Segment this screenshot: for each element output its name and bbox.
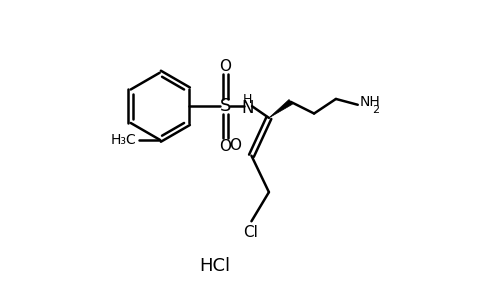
Text: O: O: [219, 59, 231, 74]
Text: O: O: [230, 138, 241, 153]
Text: H₃C: H₃C: [110, 133, 136, 147]
Text: 2: 2: [372, 105, 379, 115]
Text: N: N: [242, 99, 254, 117]
Text: NH: NH: [359, 96, 380, 109]
Polygon shape: [269, 99, 292, 118]
Text: O: O: [219, 139, 231, 154]
Text: H: H: [243, 93, 252, 106]
Text: Cl: Cl: [243, 225, 258, 240]
Text: S: S: [220, 97, 231, 115]
Text: HCl: HCl: [200, 258, 230, 275]
